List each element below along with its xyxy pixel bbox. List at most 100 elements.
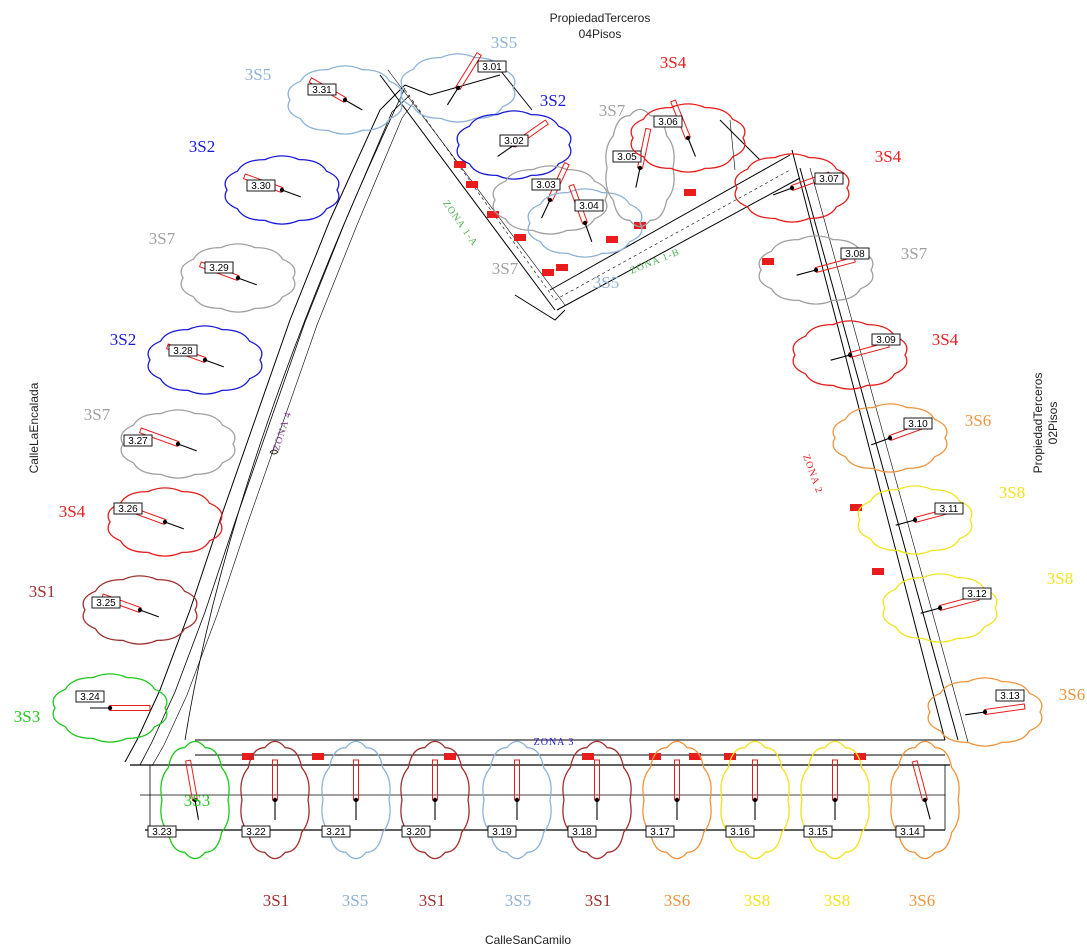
tree-3-29: 3.29 <box>180 243 296 313</box>
zone-2-label: ZONA 2 <box>800 453 824 495</box>
street-top-line1: PropiedadTerceros <box>550 11 651 25</box>
tree-3-25: 3.25 <box>82 575 198 645</box>
tree-3-07: 3.07 <box>734 153 850 223</box>
tree-3-16: 3.16 <box>720 740 790 860</box>
tree-tag-box <box>241 825 271 838</box>
tree-tag-box <box>567 825 597 838</box>
tree-tag-box <box>934 502 964 515</box>
tree-canopy <box>562 740 632 860</box>
street-bottom: CalleSanCamilo <box>485 933 571 947</box>
tree-axis-line <box>924 799 931 820</box>
species-label-3s8: 3S8 <box>744 891 770 910</box>
tree-tag-box <box>113 502 143 515</box>
tree-id-label: 3.20 <box>406 827 426 838</box>
tree-tag-box <box>871 333 901 346</box>
tree-tag-box <box>499 134 529 147</box>
tree-trunk-point <box>752 797 758 803</box>
tree-3-20: 3.20 <box>400 740 470 860</box>
tree-canopy <box>734 153 850 223</box>
tree-trunk-point <box>547 197 553 203</box>
tree-axis-line <box>871 437 891 446</box>
site-outline <box>124 69 969 831</box>
tree-axis-line <box>204 359 224 368</box>
tree-trunk-point <box>162 519 168 525</box>
tree-trunk-point <box>137 607 143 613</box>
tree-canopy <box>107 487 223 557</box>
tree-id-label: 3.12 <box>967 589 987 600</box>
species-label-3s7: 3S7 <box>599 101 626 120</box>
tree-tag-box <box>531 178 561 191</box>
tree-tag-box <box>147 825 177 838</box>
tree-canopy <box>240 740 310 860</box>
species-label-3s4: 3S4 <box>875 147 902 166</box>
tree-tag-box <box>574 199 604 212</box>
tree-tag-box <box>91 596 121 609</box>
street-top-line2: 04Pisos <box>579 27 622 41</box>
species-label-3s2: 3S2 <box>110 330 136 349</box>
species-label-3s5: 3S5 <box>342 891 368 910</box>
tree-tag-box <box>204 261 234 274</box>
zone-4-label: ZONA 4 <box>271 410 294 452</box>
tree-id-label: 3.23 <box>152 827 172 838</box>
tree-3-04: 3.04 <box>527 183 643 258</box>
species-label-3s5: 3S5 <box>491 33 517 52</box>
tree-trunk-point <box>982 709 988 715</box>
tree-root-barrier <box>832 759 838 801</box>
tree-trunk-point <box>813 267 819 273</box>
tree-canopy <box>642 740 712 860</box>
tree-trunk-point <box>175 441 181 447</box>
tree-canopy <box>482 740 552 860</box>
tree-id-label: 3.02 <box>504 136 524 147</box>
tree-canopy <box>857 485 973 555</box>
tree-id-label: 3.13 <box>1000 691 1020 702</box>
tree-id-label: 3.16 <box>730 827 750 838</box>
tree-trunk-point <box>847 352 853 358</box>
tree-canopy <box>492 165 608 235</box>
tree-trunk-point <box>789 185 795 191</box>
tree-id-label: 3.05 <box>617 152 637 163</box>
tree-trunk-point <box>674 797 680 803</box>
tree-tag-box <box>653 115 683 128</box>
species-label-3s2: 3S2 <box>540 91 566 110</box>
tree-canopy <box>400 53 516 123</box>
tree-tag-box <box>321 825 351 838</box>
tree-id-label: 3.08 <box>845 249 865 260</box>
species-label-3s1: 3S1 <box>263 891 289 910</box>
tree-tag-box <box>995 689 1025 702</box>
tree-tag-box <box>803 825 833 838</box>
tree-trunk-point <box>582 220 588 226</box>
tree-axis-line <box>635 167 641 188</box>
tree-tag-box <box>168 344 198 357</box>
tree-id-label: 3.25 <box>96 598 116 609</box>
tree-id-label: 3.11 <box>940 504 959 515</box>
tree-tag-box <box>307 83 337 96</box>
tree-3-13: 3.13 <box>927 677 1043 747</box>
tree-3-03: 3.03 <box>492 162 608 235</box>
tree-trunk-point <box>922 797 928 803</box>
tree-id-label: 3.01 <box>482 62 502 73</box>
species-label-3s8: 3S8 <box>824 891 850 910</box>
tree-3-17: 3.17 <box>642 740 712 860</box>
tree-trunk-point <box>832 797 838 803</box>
tree-tag-box <box>487 825 517 838</box>
tree-trunk-point <box>685 135 691 141</box>
tree-3-21: 3.21 <box>321 740 391 860</box>
tree-tag-box <box>645 825 675 838</box>
tree-id-label: 3.30 <box>251 181 271 192</box>
tree-canopy <box>882 573 998 643</box>
tree-root-barrier <box>594 759 600 801</box>
species-label-3s1: 3S1 <box>585 891 611 910</box>
tree-3-01: 3.01 <box>400 52 516 123</box>
tree-tag-box <box>962 587 992 600</box>
tree-axis-line <box>541 199 551 219</box>
street-left: CalleLaEncalada <box>27 382 41 473</box>
tree-id-label: 3.18 <box>572 827 592 838</box>
tree-axis-line <box>830 354 851 361</box>
tree-root-barrier <box>514 759 520 801</box>
tree-canopy <box>527 188 643 258</box>
tree-trunk-point <box>912 517 918 523</box>
tree-canopy <box>400 740 470 860</box>
tree-id-label: 3.31 <box>312 85 332 96</box>
tree-tag-box <box>895 825 925 838</box>
tree-3-10: 3.10 <box>832 403 948 473</box>
